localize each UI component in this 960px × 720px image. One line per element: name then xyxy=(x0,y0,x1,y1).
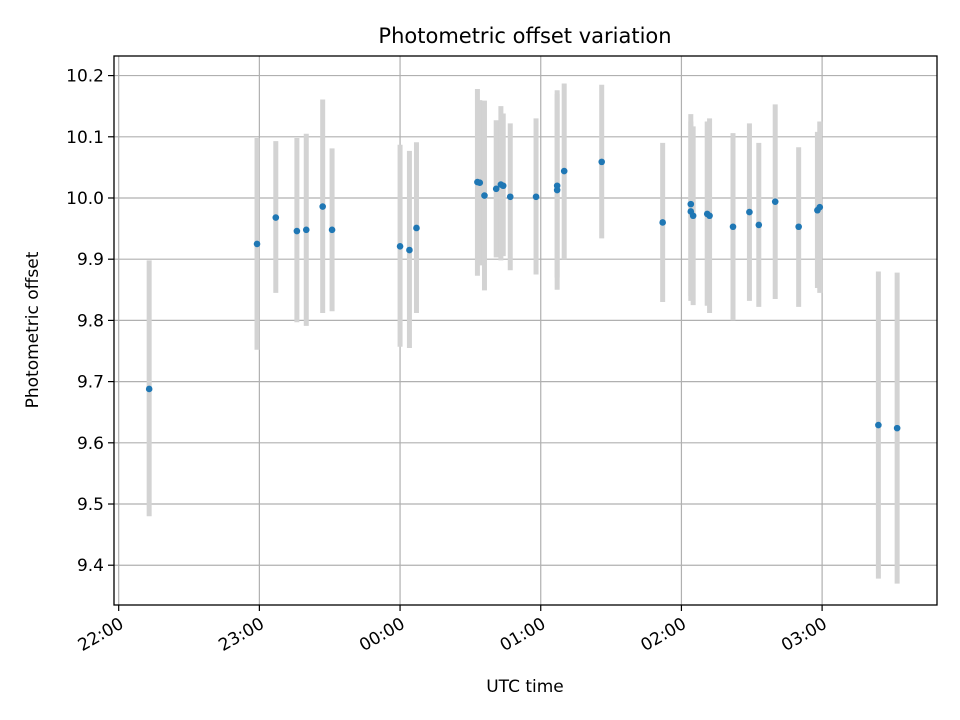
data-point xyxy=(893,424,901,432)
data-point xyxy=(145,385,153,393)
x-axis-label: UTC time xyxy=(486,677,564,697)
data-point xyxy=(481,192,488,199)
data-point xyxy=(816,203,824,211)
data-point xyxy=(506,193,514,201)
y-tick-label: 10.1 xyxy=(66,128,104,148)
data-point xyxy=(492,185,500,193)
data-point xyxy=(302,226,310,234)
data-point xyxy=(406,246,413,254)
data-point xyxy=(598,158,606,166)
data-point xyxy=(293,227,301,235)
data-point xyxy=(746,208,753,216)
data-point xyxy=(706,212,713,220)
y-tick-label: 9.7 xyxy=(77,373,104,393)
data-point xyxy=(755,221,763,229)
data-point xyxy=(560,167,568,175)
data-point xyxy=(553,182,561,190)
data-point xyxy=(396,243,404,250)
y-tick-label: 9.9 xyxy=(77,250,104,270)
y-tick-label: 9.4 xyxy=(77,556,104,576)
y-tick-label: 9.8 xyxy=(77,311,104,331)
data-point xyxy=(875,421,882,429)
data-point xyxy=(272,214,280,221)
data-point xyxy=(689,212,697,220)
y-tick-label: 9.5 xyxy=(77,495,104,515)
y-axis-label: Photometric offset xyxy=(23,251,43,408)
data-point xyxy=(687,200,695,208)
y-tick-label: 10.0 xyxy=(66,189,104,209)
data-point xyxy=(413,224,420,232)
data-point xyxy=(659,219,666,226)
data-point xyxy=(476,179,484,186)
y-tick-label: 10.2 xyxy=(66,67,104,87)
plot-frame xyxy=(113,55,938,606)
data-point xyxy=(795,223,802,231)
data-point xyxy=(771,198,779,205)
chart-title: Photometric offset variation xyxy=(378,24,671,48)
data-point xyxy=(729,223,737,231)
data-points xyxy=(145,158,901,432)
y-axis-ticks: 9.4 9.5 9.6 9.7 9.8 9.9 10.0 10.1 10.2 xyxy=(66,67,114,576)
data-point xyxy=(532,193,540,201)
data-point xyxy=(499,182,507,190)
data-point xyxy=(328,226,336,234)
data-point xyxy=(253,240,261,248)
data-point xyxy=(319,203,326,210)
y-tick-label: 9.6 xyxy=(77,434,104,454)
